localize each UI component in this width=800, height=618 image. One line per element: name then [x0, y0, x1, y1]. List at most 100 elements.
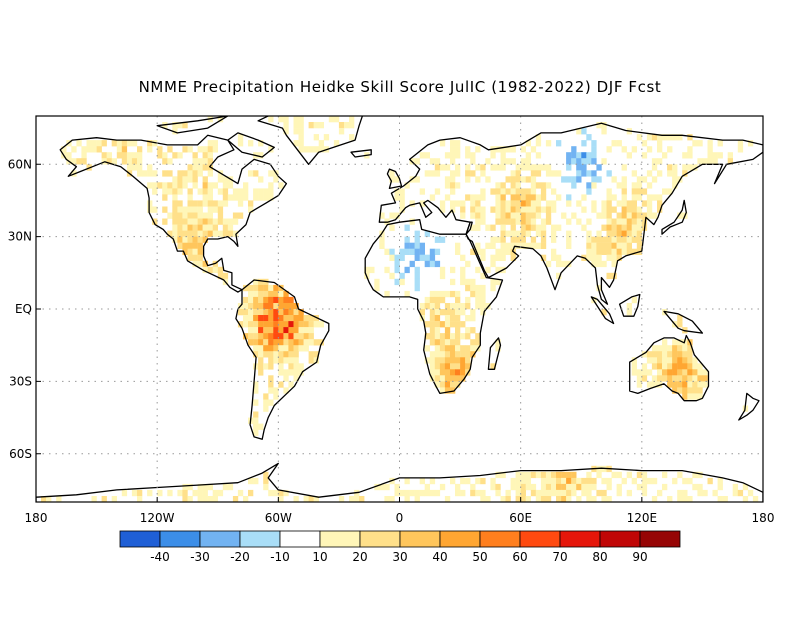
skill-cell	[439, 140, 446, 147]
skill-cell	[475, 284, 481, 292]
skill-cell	[525, 212, 531, 219]
skill-cell	[455, 248, 461, 255]
skill-cell	[414, 242, 420, 249]
skill-cell	[672, 387, 678, 394]
skill-cell	[439, 387, 446, 394]
skill-cell	[475, 146, 481, 153]
skill-cell	[581, 140, 587, 147]
skill-cell	[687, 357, 693, 364]
skill-cell	[697, 393, 703, 400]
skill-cell	[667, 375, 673, 382]
skill-cell	[404, 266, 410, 274]
skill-cell	[460, 369, 466, 376]
skill-cell	[424, 489, 430, 497]
skill-cell	[631, 369, 637, 376]
skill-cell	[283, 357, 289, 364]
skill-cell	[672, 182, 678, 189]
skill-cell	[91, 496, 97, 502]
skill-cell	[641, 363, 648, 370]
skill-cell	[394, 194, 400, 201]
skill-cell	[742, 496, 749, 502]
skill-cell	[439, 381, 446, 388]
skill-cell	[495, 483, 501, 491]
skill-cell	[495, 248, 501, 255]
skill-cell	[636, 471, 643, 479]
skill-cell	[258, 339, 264, 346]
skill-cell	[202, 236, 208, 243]
skill-cell	[626, 206, 632, 213]
skill-cell	[389, 496, 395, 502]
skill-cell	[121, 140, 128, 147]
skill-cell	[414, 230, 420, 237]
skill-cell	[394, 188, 400, 195]
skill-cell	[253, 315, 259, 322]
skill-cell	[586, 483, 592, 491]
skill-cell	[682, 363, 688, 370]
skill-cell	[672, 363, 678, 370]
skill-cell	[389, 170, 395, 177]
skill-cell	[439, 321, 446, 328]
skill-cell	[212, 266, 218, 274]
skill-cell	[187, 176, 193, 183]
skill-cell	[687, 345, 693, 352]
skill-cell	[535, 164, 542, 171]
skill-cell	[137, 158, 143, 165]
skill-cell	[682, 164, 688, 171]
skill-cell	[303, 333, 309, 340]
skill-cell	[682, 351, 688, 358]
skill-cell	[439, 164, 446, 171]
skill-cell	[121, 158, 128, 165]
skill-cell	[258, 188, 264, 195]
skill-cell	[455, 363, 461, 370]
skill-cell	[359, 496, 365, 502]
skill-cell	[641, 200, 648, 207]
skill-cell	[687, 363, 693, 370]
skill-cell	[263, 363, 269, 370]
skill-cell	[460, 375, 466, 382]
skill-cell	[591, 170, 597, 177]
skill-cell	[727, 152, 733, 159]
colorbar-swatch	[199, 530, 241, 548]
skill-cell	[535, 242, 542, 249]
skill-cell	[444, 176, 451, 183]
skill-cell	[217, 266, 224, 274]
skill-cell	[414, 254, 420, 261]
skill-cell	[111, 158, 117, 165]
skill-cell	[631, 182, 637, 189]
skill-cell	[455, 242, 461, 249]
skill-cell	[258, 315, 264, 322]
skill-cell	[601, 309, 607, 316]
skill-cell	[697, 375, 703, 382]
skill-cell	[591, 146, 597, 153]
skill-cell	[439, 351, 446, 358]
skill-cell	[444, 303, 451, 310]
skill-cell	[480, 248, 486, 255]
skill-cell	[434, 315, 441, 322]
australia-outline	[629, 334, 710, 402]
skill-cell	[439, 339, 446, 346]
skill-cell	[581, 489, 587, 497]
skill-cell	[480, 477, 486, 485]
skill-cell	[389, 248, 395, 255]
skill-cell	[682, 345, 688, 352]
skill-cell	[253, 411, 259, 418]
skill-cell	[626, 218, 632, 225]
skill-cell	[379, 242, 385, 249]
skill-cell	[601, 206, 607, 213]
colorbar-label: 80	[592, 550, 607, 564]
skill-cell	[182, 206, 188, 213]
skill-cell	[318, 339, 324, 346]
skill-cell	[222, 483, 229, 491]
skill-cell	[672, 164, 678, 171]
skill-cell	[424, 152, 430, 159]
skill-cell	[374, 284, 380, 292]
skill-cell	[460, 212, 466, 219]
skill-cell	[414, 496, 420, 502]
colorbar-swatch	[519, 530, 561, 548]
skill-cell	[429, 333, 436, 340]
skill-cell	[465, 345, 471, 352]
skill-cell	[510, 236, 516, 243]
skill-cell	[480, 254, 486, 261]
skill-cell	[243, 296, 249, 304]
skill-cell	[419, 303, 425, 310]
